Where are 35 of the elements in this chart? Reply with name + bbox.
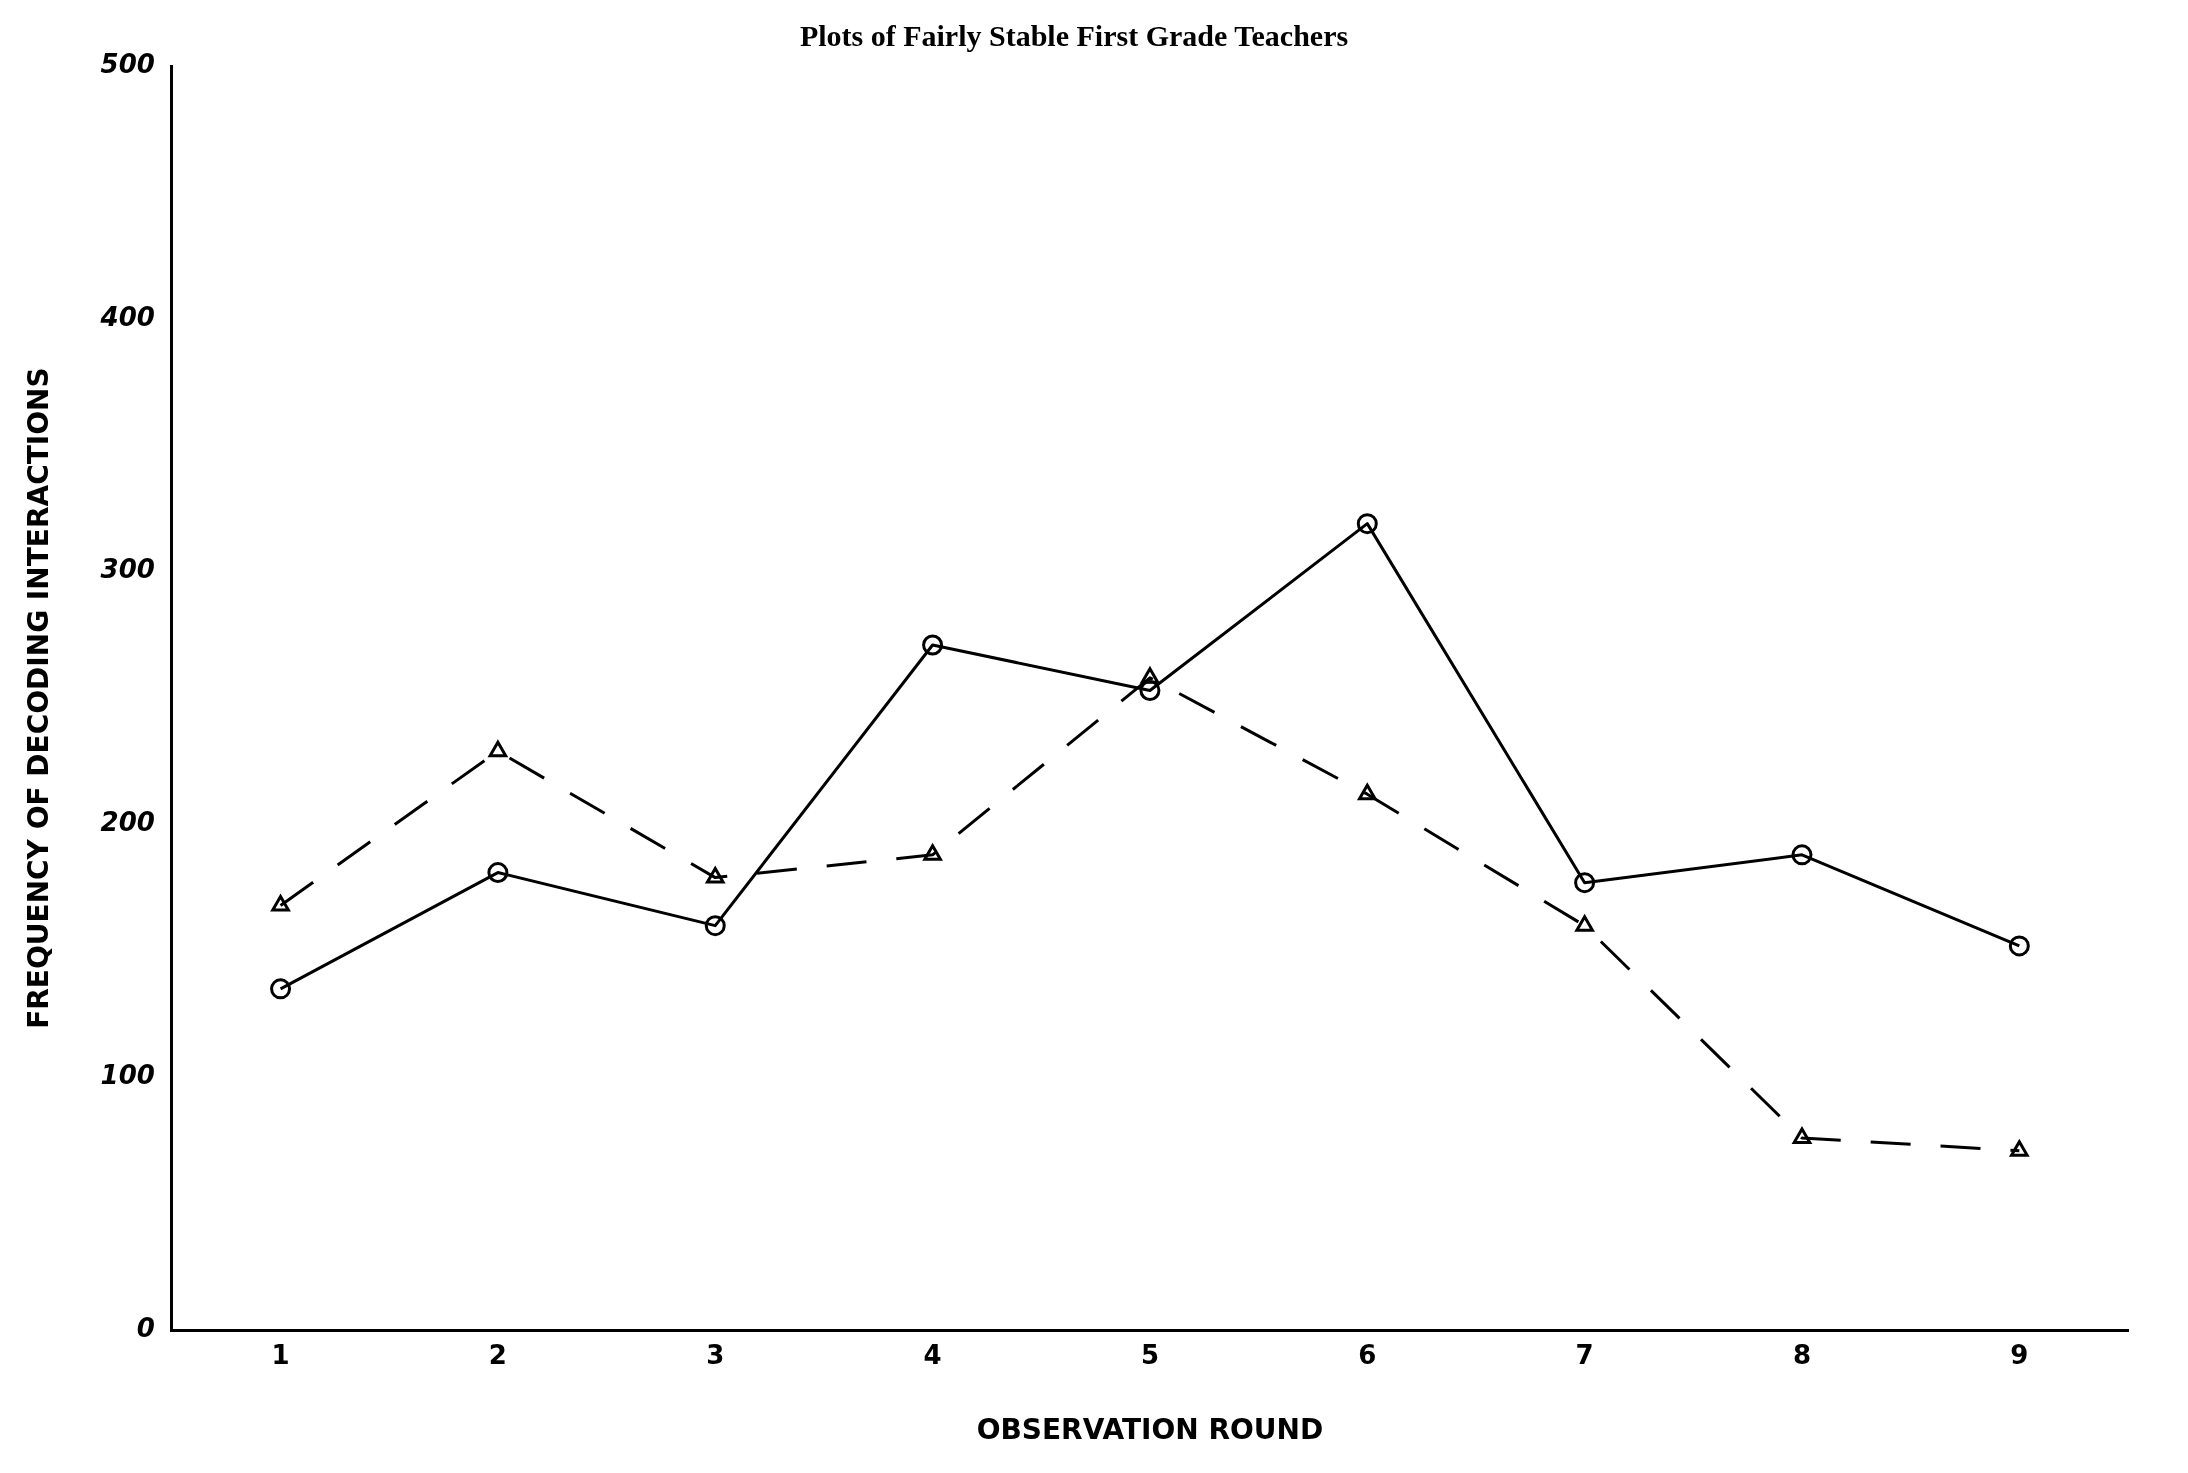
x-tick-label: 6 — [1358, 1339, 1377, 1370]
x-tick-label: 4 — [923, 1339, 942, 1370]
chart-title: Plots of Fairly Stable First Grade Teachers — [799, 18, 1349, 52]
y-tick-label: 200 — [100, 807, 155, 838]
point — [271, 894, 290, 912]
x-axis-title: OBSERVATION ROUND — [976, 1413, 1324, 1447]
x-tick-label: 9 — [2010, 1339, 2029, 1370]
y-tick-label: 100 — [100, 1060, 155, 1091]
point — [923, 844, 942, 861]
point — [1574, 872, 1596, 894]
point — [704, 915, 726, 937]
point — [488, 740, 508, 758]
y-tick-label: 500 — [100, 48, 155, 79]
x-tick-label: 5 — [1140, 1339, 1159, 1370]
point — [487, 862, 509, 884]
point — [2010, 1140, 2029, 1157]
point — [2008, 935, 2030, 957]
y-tick-label: 300 — [100, 554, 155, 585]
point — [1139, 680, 1161, 702]
y-tick-label: 0 — [136, 1312, 155, 1343]
point — [1791, 844, 1813, 866]
x-tick-label: 2 — [488, 1339, 507, 1370]
x-tick-label: 7 — [1575, 1339, 1594, 1370]
point — [922, 634, 944, 656]
point — [270, 978, 292, 1000]
y-axis-title: FREQUENCY OF DECODING INTERACTIONS — [22, 367, 56, 1029]
point — [705, 867, 725, 884]
x-tick-label: 1 — [271, 1339, 290, 1370]
x-tick-label: 3 — [706, 1339, 725, 1370]
point — [1792, 1127, 1812, 1145]
y-tick-label: 400 — [99, 301, 155, 332]
point — [1575, 915, 1594, 932]
point — [1356, 513, 1378, 535]
point — [1357, 783, 1377, 801]
x-tick-label: 8 — [1792, 1339, 1812, 1370]
